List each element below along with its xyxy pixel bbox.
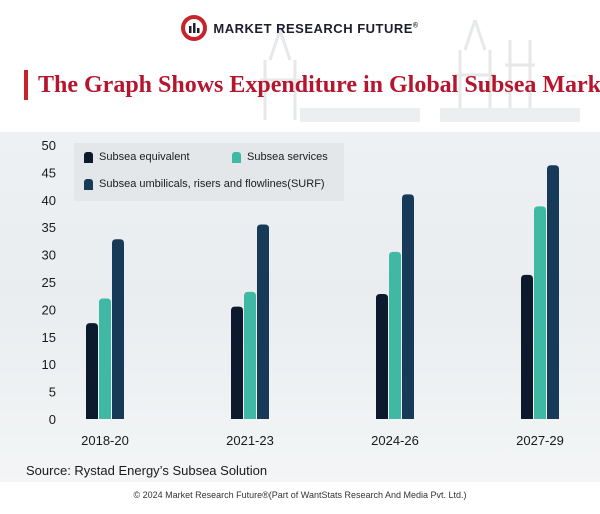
bar-2024-26-subsea-umbilicals-risers-and-flowlines-surf- <box>402 194 414 419</box>
bar-2021-23-subsea-equivalent <box>231 306 243 419</box>
bars <box>86 165 559 419</box>
bar-2027-29-subsea-equivalent <box>521 274 533 419</box>
legend-item-subsea-services: Subsea services <box>232 151 328 163</box>
legend-item-surf: Subsea umbilicals, risers and flowlines(… <box>84 178 325 190</box>
bar-2024-26-subsea-equivalent <box>376 294 388 419</box>
y-tick-label: 40 <box>42 193 56 208</box>
bar-2021-23-subsea-umbilicals-risers-and-flowlines-surf- <box>257 224 269 419</box>
oil-rig-watermark <box>260 20 580 122</box>
bar-2021-23-subsea-services <box>244 291 256 419</box>
source-note: Source: Rystad Energy’s Subsea Solution <box>26 463 268 478</box>
brand-logo: MARKET RESEARCH FUTURE® <box>0 14 600 42</box>
copyright-footer: © 2024 Market Research Future®(Part of W… <box>133 490 467 500</box>
y-tick-label: 25 <box>42 275 56 290</box>
x-tick-label: 2021-23 <box>226 433 274 448</box>
y-tick-label: 5 <box>49 385 56 400</box>
legend-swatch <box>232 151 241 163</box>
y-tick-label: 0 <box>49 412 56 427</box>
x-tick-label: 2024-26 <box>371 433 419 448</box>
y-tick-label: 50 <box>42 138 56 153</box>
page-title: The Graph Shows Expenditure in Global Su… <box>38 72 600 98</box>
y-tick-label: 10 <box>42 357 56 372</box>
x-axis: 2018-20 2021-23 2024-26 2027-29 <box>81 433 564 448</box>
legend-label: Subsea umbilicals, risers and flowlines(… <box>99 178 325 190</box>
y-tick-label: 45 <box>42 165 56 180</box>
y-tick-label: 35 <box>42 220 56 235</box>
x-tick-label: 2018-20 <box>81 433 129 448</box>
bar-2027-29-subsea-umbilicals-risers-and-flowlines-surf- <box>547 165 559 419</box>
bar-2018-20-subsea-umbilicals-risers-and-flowlines-surf- <box>112 239 124 419</box>
legend-swatch <box>84 178 93 190</box>
brand-logo-icon <box>181 15 208 41</box>
brand-name: MARKET RESEARCH FUTURE® <box>213 20 419 36</box>
bar-2018-20-subsea-services <box>99 298 111 419</box>
bar-2024-26-subsea-services <box>389 251 401 419</box>
legend: Subsea equivalent Subsea services Subsea… <box>74 143 344 201</box>
legend-swatch <box>84 151 93 163</box>
y-tick-label: 20 <box>42 302 56 317</box>
y-tick-label: 15 <box>42 330 56 345</box>
y-tick-label: 30 <box>42 248 56 263</box>
bar-2027-29-subsea-services <box>534 206 546 419</box>
legend-label: Subsea equivalent <box>99 151 190 163</box>
title-accent-bar <box>24 70 28 100</box>
legend-item-subsea-equivalent: Subsea equivalent <box>84 151 190 163</box>
y-axis: 0 5 10 15 20 25 30 35 40 45 50 <box>42 138 56 427</box>
bar-2018-20-subsea-equivalent <box>86 323 98 419</box>
x-tick-label: 2027-29 <box>516 433 564 448</box>
legend-label: Subsea services <box>247 151 328 163</box>
